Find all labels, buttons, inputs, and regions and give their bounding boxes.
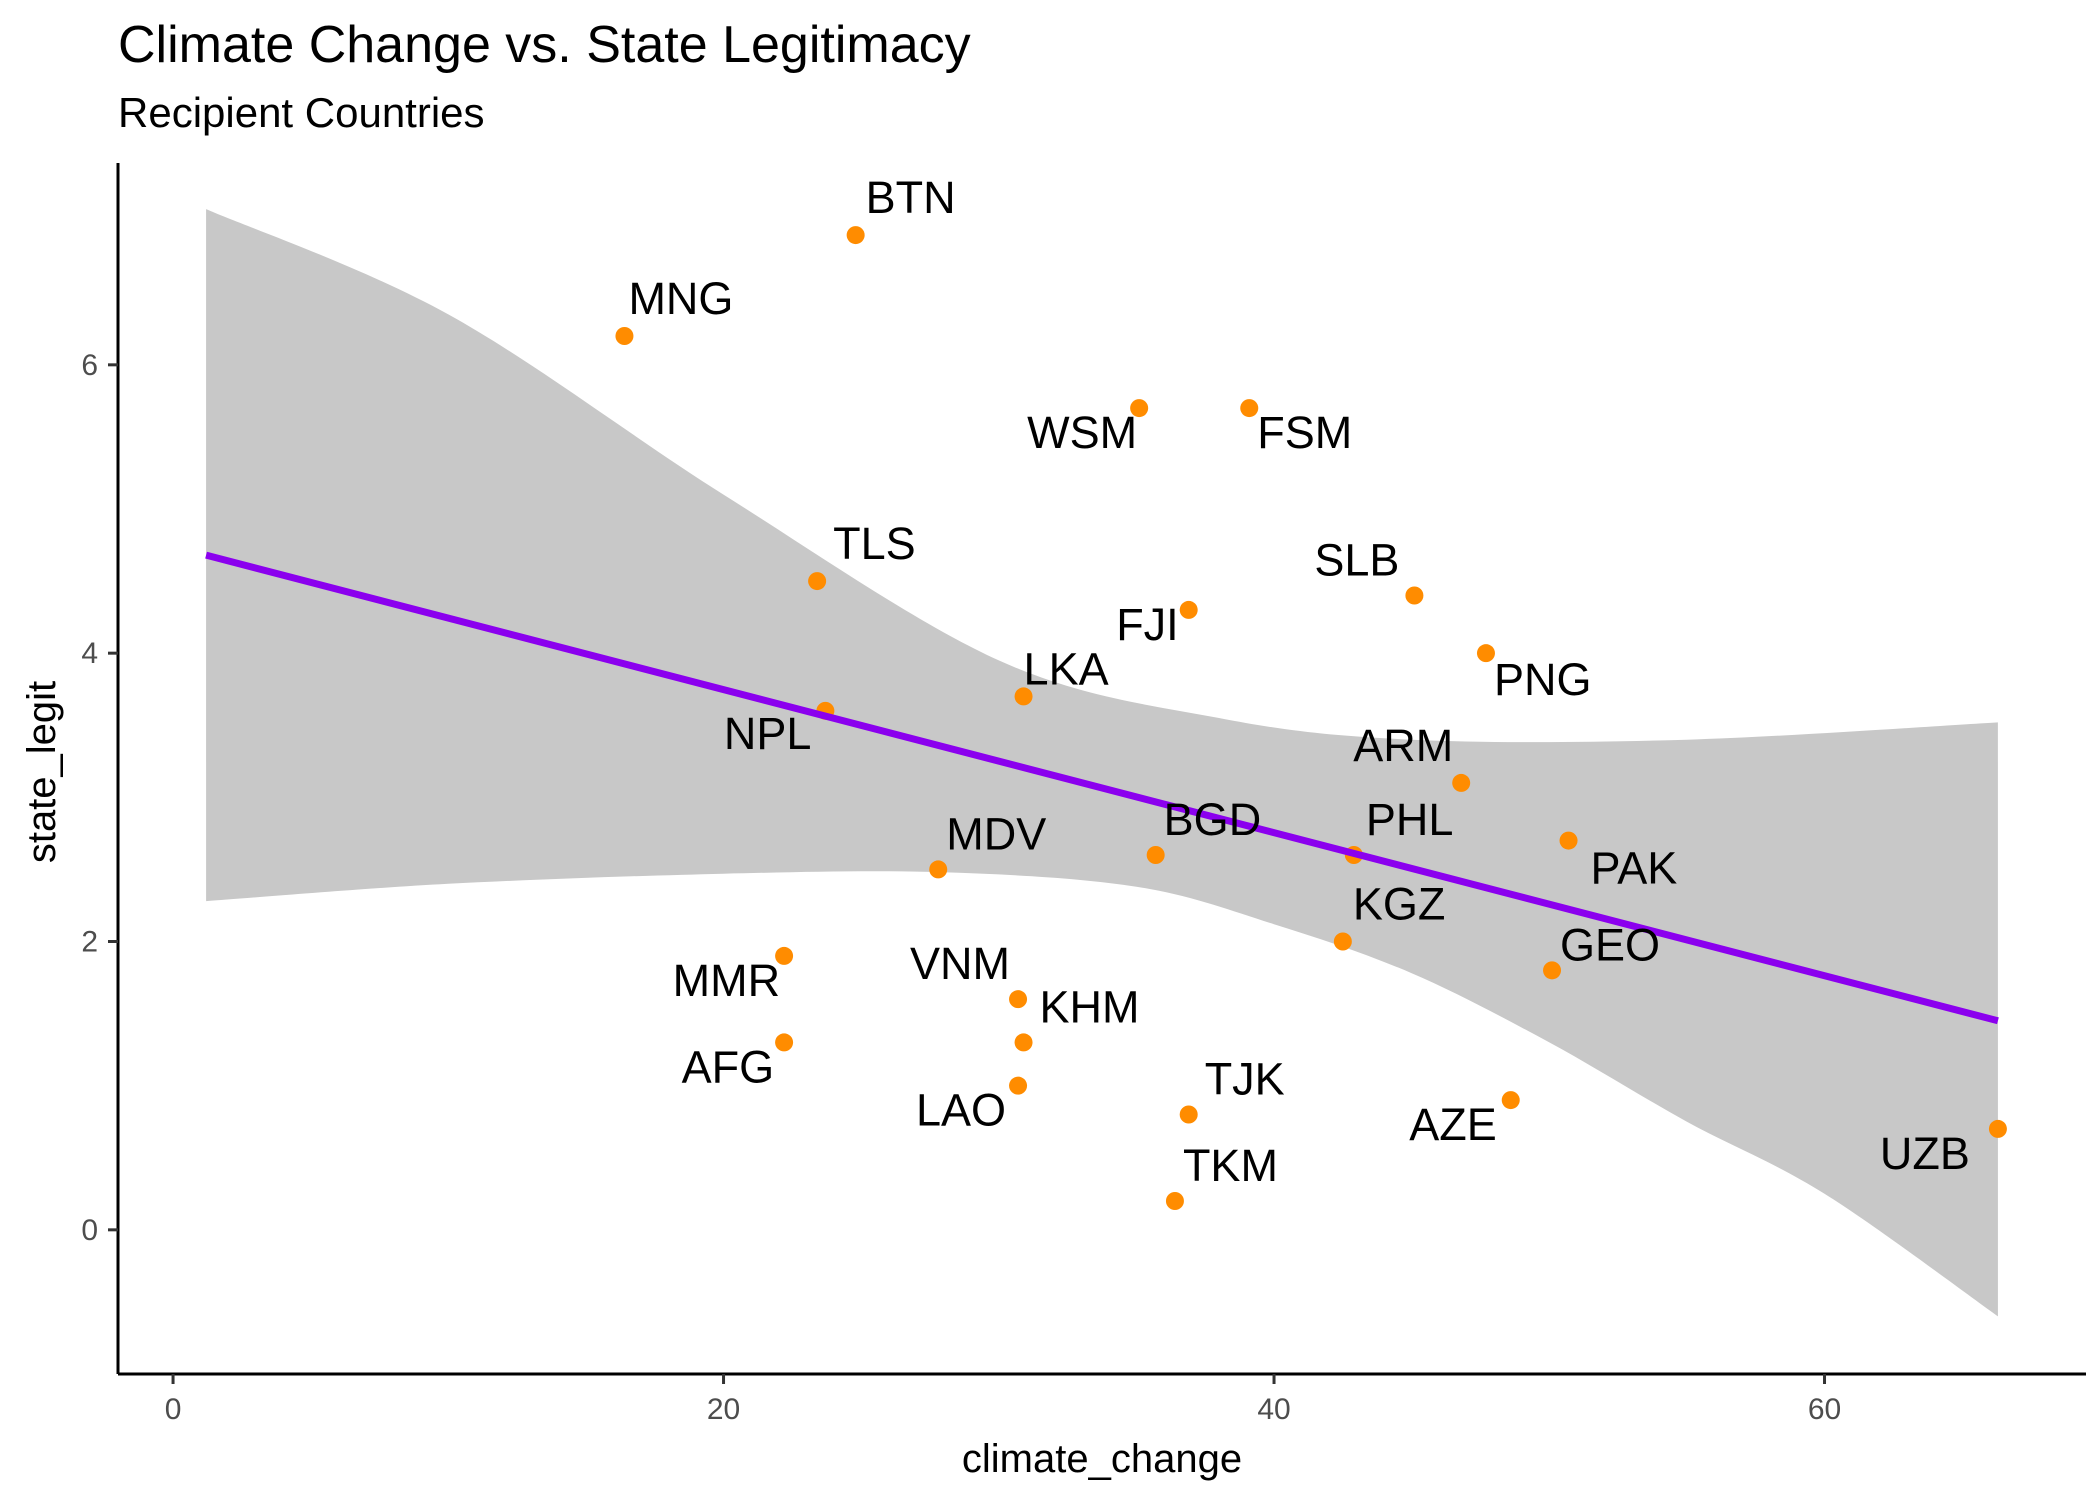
point-label-fji: FJI (1116, 599, 1179, 650)
point-label-fsm: FSM (1257, 407, 1352, 458)
y-tick-label: 4 (81, 637, 98, 670)
point-label-mdv: MDV (946, 808, 1046, 859)
y-tick-label: 0 (81, 1214, 98, 1247)
data-point-kgz (1333, 932, 1352, 951)
x-axis-title: climate_change (962, 1437, 1242, 1481)
data-point-bgd (1146, 846, 1165, 864)
data-point-arm (1452, 773, 1471, 792)
point-label-btn: BTN (866, 172, 956, 223)
point-label-tjk: TJK (1205, 1054, 1285, 1105)
point-label-khm: KHM (1040, 981, 1140, 1032)
data-point-wsm (1130, 399, 1149, 418)
data-point-tjk (1179, 1105, 1198, 1124)
point-label-kgz: KGZ (1353, 879, 1446, 930)
data-point-slb (1405, 586, 1424, 605)
data-point-tls (808, 572, 827, 591)
chart-subtitle: Recipient Countries (118, 89, 485, 136)
data-points (615, 226, 2007, 1210)
point-label-geo: GEO (1560, 919, 1660, 970)
x-tick-label: 40 (1257, 1393, 1290, 1426)
point-label-mmr: MMR (673, 955, 780, 1006)
y-axis-ticks: 0 2 4 6 (81, 349, 118, 1247)
regression-line (205, 551, 1999, 1025)
data-point-khm (1014, 1033, 1033, 1052)
chart-title: Climate Change vs. State Legitimacy (118, 16, 971, 74)
data-point-fji (1179, 600, 1198, 619)
point-label-mng: MNG (628, 273, 733, 324)
x-tick-label: 60 (1808, 1393, 1841, 1426)
point-label-png: PNG (1494, 654, 1592, 705)
data-point-vnm (1009, 990, 1028, 1009)
data-point-lka (1014, 687, 1033, 706)
point-labels: BTN MNG WSM FSM TLS SLB FJI PNG LKA NPL ARM PAK BGD P… (628, 172, 1969, 1191)
point-label-lka: LKA (1024, 643, 1109, 694)
point-label-lao: LAO (916, 1085, 1006, 1136)
data-point-btn (846, 226, 865, 245)
data-point-mmr (775, 946, 794, 965)
data-point-mdv (929, 860, 948, 879)
point-label-wsm: WSM (1027, 407, 1137, 458)
x-axis-ticks: 0 20 40 60 (165, 1374, 1841, 1426)
point-label-aze: AZE (1409, 1099, 1497, 1150)
confidence-ribbon (206, 209, 1998, 1317)
point-label-vnm: VNM (910, 938, 1010, 989)
data-point-uzb (1988, 1119, 2007, 1138)
x-tick-label: 0 (165, 1393, 182, 1426)
data-point-mng (615, 327, 634, 345)
data-point-tkm (1165, 1192, 1184, 1210)
point-label-phl: PHL (1366, 794, 1454, 845)
data-point-lao (1009, 1076, 1028, 1095)
data-point-afg (775, 1033, 794, 1052)
point-label-afg: AFG (682, 1041, 775, 1092)
data-point-pak (1559, 831, 1578, 850)
axes: 0 20 40 60 0 2 4 6 (81, 163, 2086, 1426)
point-label-tkm: TKM (1183, 1140, 1278, 1191)
y-tick-label: 6 (81, 349, 98, 382)
data-point-fsm (1240, 399, 1259, 418)
point-label-npl: NPL (724, 708, 812, 759)
y-axis-title: state_legit (20, 681, 64, 863)
point-label-tls: TLS (833, 518, 916, 569)
data-point-geo (1543, 961, 1562, 980)
point-label-uzb: UZB (1880, 1128, 1970, 1179)
x-tick-label: 20 (707, 1393, 740, 1426)
point-label-arm: ARM (1353, 720, 1453, 771)
point-label-pak: PAK (1591, 843, 1678, 894)
point-label-bgd: BGD (1164, 794, 1262, 845)
point-label-slb: SLB (1314, 535, 1399, 586)
data-point-aze (1501, 1091, 1520, 1110)
y-tick-label: 2 (81, 926, 98, 959)
data-point-png (1476, 644, 1495, 663)
plot-area: BTN MNG WSM FSM TLS SLB FJI PNG LKA NPL ARM PAK BGD P… (205, 172, 2007, 1317)
